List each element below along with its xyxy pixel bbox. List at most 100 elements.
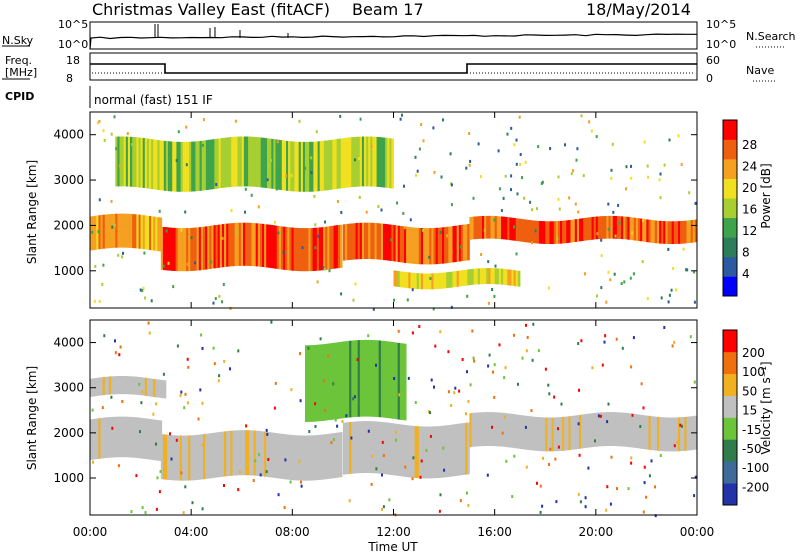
heatmap-cell <box>673 340 676 344</box>
heatmap-cell <box>224 431 227 477</box>
heatmap-cell <box>513 143 516 147</box>
heatmap-cell <box>224 223 227 267</box>
heatmap-cell <box>412 456 415 460</box>
heatmap-cell <box>382 505 385 509</box>
heatmap-cell <box>530 409 533 413</box>
heatmap-cell <box>299 435 303 481</box>
heatmap-cell <box>186 435 189 481</box>
colorbar-frame <box>722 119 738 297</box>
heatmap-cell <box>118 164 121 168</box>
heatmap-cell <box>439 272 443 289</box>
heatmap-cell <box>460 270 464 287</box>
heatmap-cell <box>287 434 290 480</box>
heatmap-cell <box>252 479 255 482</box>
heatmap-cell <box>454 225 458 262</box>
heatmap-cell <box>693 380 696 384</box>
colorbar-swatch <box>723 237 737 258</box>
heatmap-cell <box>534 229 537 233</box>
heatmap-cell <box>472 356 475 360</box>
heatmap-cell <box>463 423 466 475</box>
heatmap-cell <box>507 413 510 448</box>
heatmap-cell <box>659 417 662 451</box>
heatmap-cell <box>450 424 453 477</box>
heatmap-cell <box>119 345 122 349</box>
y-tick-label: 2000 <box>53 426 84 440</box>
heatmap-cell <box>391 138 394 189</box>
heatmap-cell <box>175 435 179 481</box>
heatmap-cell <box>210 139 213 190</box>
nave-tick-top: 60 <box>706 54 720 67</box>
heatmap-cell <box>668 138 671 142</box>
heatmap-cell <box>644 219 647 242</box>
heatmap-cell <box>171 227 174 271</box>
heatmap-cell <box>615 337 618 341</box>
heatmap-cell <box>659 172 662 176</box>
heatmap-cell <box>278 433 282 479</box>
heatmap-cell <box>314 227 318 271</box>
colorbar-swatch <box>723 330 737 353</box>
heatmap-cell <box>518 115 521 119</box>
heatmap-cell <box>254 137 257 187</box>
heatmap-cell <box>444 227 447 264</box>
heatmap-cell <box>111 213 114 248</box>
heatmap-cell <box>606 412 609 446</box>
heatmap-cell <box>442 425 445 478</box>
heatmap-cell <box>503 412 506 447</box>
heatmap-cell <box>496 268 500 285</box>
heatmap-cell <box>639 425 642 428</box>
heatmap-cell <box>383 422 386 475</box>
heatmap-cell <box>289 434 292 480</box>
heatmap-cell <box>378 137 382 187</box>
heatmap-cell <box>630 456 633 460</box>
heatmap-cell <box>155 379 158 398</box>
heatmap-cell <box>597 414 600 418</box>
heatmap-cell <box>661 417 664 452</box>
heatmap-cell <box>291 435 295 481</box>
heatmap-cell <box>127 416 131 458</box>
heatmap-cell <box>347 137 350 188</box>
heatmap-cell <box>521 176 523 180</box>
heatmap-cell <box>310 156 313 160</box>
heatmap-cell <box>641 260 644 264</box>
heatmap-cell <box>162 372 165 376</box>
heatmap-cell <box>498 187 501 191</box>
heatmap-cell <box>245 222 248 266</box>
heatmap-cell <box>408 272 411 289</box>
heatmap-cell <box>669 221 673 244</box>
heatmap-cell <box>642 415 645 449</box>
heatmap-cell <box>354 158 356 162</box>
heatmap-cell <box>151 216 154 251</box>
heatmap-cell <box>270 320 273 324</box>
colorbar-tick-label: 20 <box>742 181 757 195</box>
heatmap-cell <box>688 191 691 195</box>
heatmap-cell <box>401 343 405 421</box>
heatmap-cell <box>104 376 108 395</box>
heatmap-cell <box>614 216 618 239</box>
heatmap-cell <box>587 413 590 448</box>
heatmap-cell <box>328 343 331 421</box>
heatmap-cell <box>378 340 382 418</box>
heatmap-cell <box>186 357 189 361</box>
heatmap-cell <box>113 223 116 227</box>
heatmap-cell <box>663 417 666 452</box>
heatmap-cell <box>388 498 391 502</box>
heatmap-cell <box>130 136 133 187</box>
heatmap-cell <box>539 484 542 488</box>
heatmap-cell <box>98 198 101 202</box>
heatmap-cell <box>314 223 317 227</box>
heatmap-cell <box>575 158 578 162</box>
heatmap-cell <box>465 422 468 475</box>
heatmap-cell <box>213 225 217 269</box>
heatmap-cell <box>629 276 632 280</box>
heatmap-cell <box>477 268 481 285</box>
colorbar-tick-label: 8 <box>742 246 750 260</box>
heatmap-cell <box>456 423 460 476</box>
heatmap-cell <box>469 383 472 387</box>
heatmap-cell <box>484 412 487 446</box>
heatmap-cell <box>435 227 439 265</box>
heatmap-cell <box>199 140 203 191</box>
heatmap-cell <box>314 246 317 250</box>
heatmap-cell <box>472 196 475 200</box>
heatmap-cell <box>238 470 241 474</box>
heatmap-cell <box>142 377 146 396</box>
